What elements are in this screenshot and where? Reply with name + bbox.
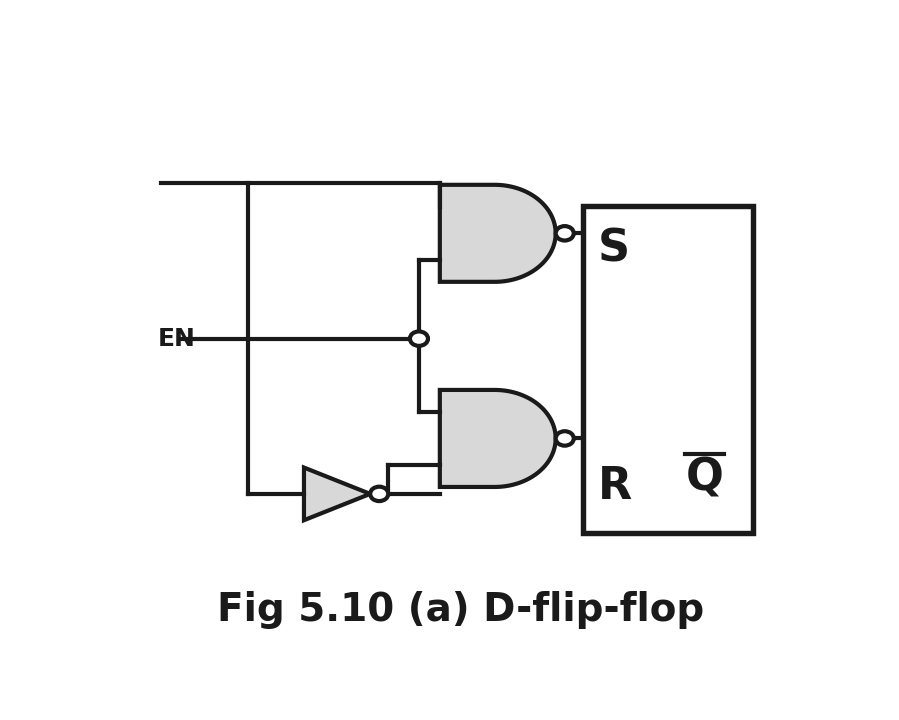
Text: EN: EN: [157, 327, 196, 351]
Text: R: R: [598, 464, 632, 508]
Polygon shape: [304, 467, 370, 521]
Text: Fig 5.10 (a) D-flip-flop: Fig 5.10 (a) D-flip-flop: [218, 591, 704, 629]
Polygon shape: [440, 185, 556, 282]
Text: S: S: [598, 228, 630, 271]
Circle shape: [556, 226, 574, 240]
Text: Q: Q: [686, 456, 724, 500]
Circle shape: [556, 431, 574, 446]
Bar: [583, 206, 753, 533]
Circle shape: [370, 487, 388, 501]
Circle shape: [410, 331, 428, 346]
Polygon shape: [440, 390, 556, 487]
